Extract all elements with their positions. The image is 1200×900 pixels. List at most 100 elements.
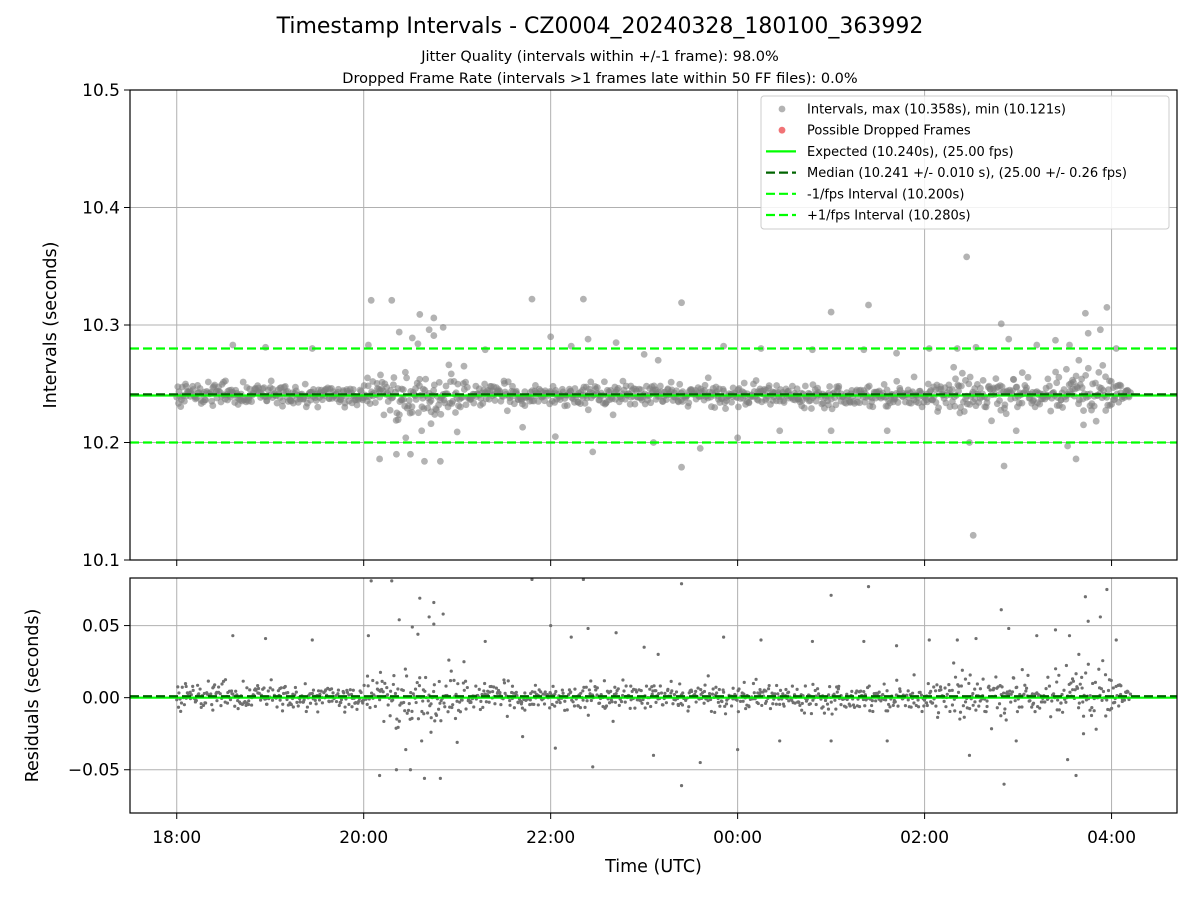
interval-point bbox=[988, 417, 995, 425]
residual-point bbox=[929, 689, 933, 693]
interval-point bbox=[281, 382, 289, 390]
interval-point bbox=[685, 399, 693, 407]
residual-point bbox=[390, 579, 394, 583]
residual-point bbox=[579, 691, 583, 695]
residual-point bbox=[798, 703, 802, 707]
interval-point bbox=[827, 427, 835, 435]
residual-point bbox=[906, 689, 910, 693]
residual-point bbox=[800, 708, 804, 712]
residual-point bbox=[320, 701, 324, 705]
residual-point bbox=[291, 705, 295, 709]
residual-point bbox=[1105, 698, 1109, 702]
residual-point bbox=[989, 727, 994, 731]
residual-point bbox=[1086, 662, 1090, 666]
interval-point bbox=[222, 377, 229, 385]
residual-point bbox=[1117, 704, 1121, 708]
residual-point bbox=[1015, 710, 1020, 714]
residual-point bbox=[1100, 698, 1104, 702]
residual-point bbox=[896, 704, 900, 708]
residual-point bbox=[369, 691, 374, 695]
residual-point bbox=[404, 747, 408, 752]
residual-point bbox=[918, 690, 922, 694]
residual-point bbox=[483, 692, 487, 696]
interval-point bbox=[1046, 382, 1053, 390]
interval-point bbox=[1090, 402, 1098, 410]
interval-point bbox=[977, 384, 984, 392]
residual-point bbox=[696, 686, 700, 690]
residual-point bbox=[687, 705, 691, 709]
residual-point bbox=[549, 623, 553, 628]
interval-point bbox=[180, 397, 188, 405]
residual-point bbox=[463, 679, 468, 683]
residual-point bbox=[877, 690, 881, 694]
residual-point bbox=[313, 698, 317, 702]
residual-point bbox=[960, 668, 964, 672]
residual-point bbox=[336, 692, 340, 696]
residual-point bbox=[985, 699, 989, 703]
interval-point bbox=[1059, 404, 1066, 411]
residual-point bbox=[654, 689, 658, 693]
residual-point bbox=[337, 703, 341, 708]
residual-point bbox=[1110, 706, 1114, 710]
residual-point bbox=[184, 684, 188, 689]
interval-point bbox=[209, 402, 217, 410]
interval-point bbox=[593, 384, 601, 391]
residual-point bbox=[836, 687, 840, 691]
interval-point bbox=[445, 361, 453, 369]
interval-point bbox=[952, 375, 959, 383]
residual-point bbox=[650, 692, 654, 696]
residual-point bbox=[943, 686, 947, 690]
residual-point bbox=[894, 644, 899, 648]
residual-point bbox=[438, 776, 442, 780]
interval-point bbox=[1066, 341, 1073, 349]
y-tick-label: 0.05 bbox=[82, 617, 120, 637]
residual-point bbox=[1094, 727, 1098, 731]
residual-point bbox=[613, 700, 618, 704]
residual-point bbox=[816, 692, 821, 696]
interval-point bbox=[389, 381, 397, 389]
residual-point bbox=[1049, 715, 1053, 719]
residual-point bbox=[182, 703, 186, 707]
residual-point bbox=[198, 687, 202, 691]
residual-point bbox=[289, 702, 293, 707]
interval-point bbox=[579, 295, 587, 303]
residual-point bbox=[1083, 595, 1087, 599]
residual-point bbox=[922, 704, 926, 708]
residual-point bbox=[462, 688, 466, 692]
residual-point bbox=[458, 710, 462, 714]
interval-point bbox=[408, 409, 416, 416]
residual-point bbox=[548, 706, 552, 710]
residual-point bbox=[611, 719, 615, 723]
residual-point bbox=[808, 702, 812, 706]
residual-point bbox=[622, 689, 626, 693]
residual-point bbox=[498, 691, 502, 695]
residual-point bbox=[736, 710, 740, 714]
residual-point bbox=[752, 691, 756, 695]
x-tick-label: 02:00 bbox=[900, 828, 949, 848]
residual-point bbox=[648, 687, 652, 691]
residual-point bbox=[388, 714, 392, 718]
residual-point bbox=[795, 687, 799, 692]
legend-box bbox=[760, 95, 1170, 230]
interval-point bbox=[262, 343, 269, 351]
interval-point bbox=[1100, 387, 1107, 394]
interval-point bbox=[678, 299, 685, 307]
x-axis-label: Time (UTC) bbox=[604, 857, 702, 877]
dropped-frame-subtitle: Dropped Frame Rate (intervals >1 frames … bbox=[342, 71, 858, 87]
residual-point bbox=[759, 690, 763, 694]
residual-point bbox=[348, 688, 352, 692]
interval-point bbox=[349, 386, 357, 393]
interval-point bbox=[1012, 427, 1020, 435]
interval-point bbox=[979, 376, 987, 384]
residual-point bbox=[266, 689, 270, 693]
interval-point bbox=[584, 335, 592, 343]
residual-point bbox=[581, 689, 585, 693]
residual-point bbox=[809, 711, 814, 716]
residual-point bbox=[974, 708, 978, 712]
interval-point bbox=[1107, 378, 1115, 385]
residual-point bbox=[975, 682, 979, 686]
residual-point bbox=[329, 687, 334, 691]
residual-point bbox=[1086, 619, 1090, 623]
interval-point bbox=[1044, 375, 1052, 383]
residual-point bbox=[508, 698, 512, 703]
